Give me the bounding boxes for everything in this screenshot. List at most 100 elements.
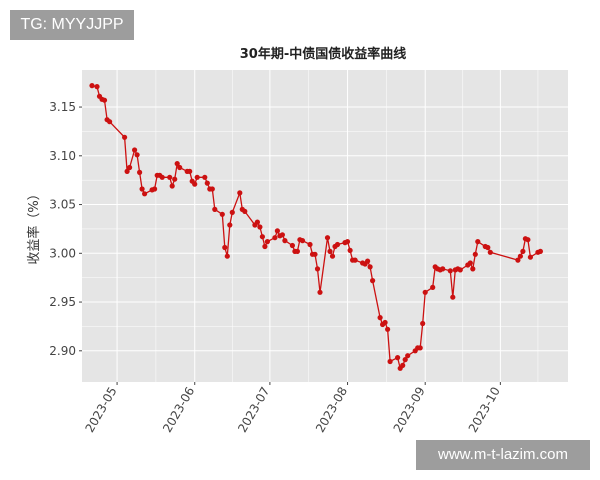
- data-point: [517, 253, 524, 259]
- data-point: [447, 268, 453, 274]
- data-point: [257, 224, 263, 230]
- data-point: [312, 251, 318, 257]
- data-point: [204, 180, 210, 186]
- x-tick-label: 2023-05: [82, 385, 119, 435]
- data-point: [347, 247, 353, 253]
- data-point: [485, 244, 491, 251]
- data-point: [159, 174, 165, 180]
- watermark: www.m-t-lazim.com: [416, 440, 590, 470]
- data-point: [344, 239, 351, 245]
- data-point: [122, 134, 128, 140]
- data-point: [387, 358, 393, 365]
- y-tick-label: 3.10: [49, 149, 76, 163]
- x-tick-label: 2023-08: [313, 385, 350, 435]
- data-point: [279, 232, 285, 238]
- y-tick-label: 2.90: [49, 344, 76, 358]
- data-point: [417, 345, 423, 351]
- data-point: [377, 315, 383, 321]
- data-point: [525, 237, 531, 243]
- data-point: [222, 244, 228, 251]
- data-point: [329, 253, 336, 259]
- data-point: [142, 191, 148, 197]
- data-point: [282, 238, 288, 244]
- x-tick-label: 2023-10: [466, 385, 503, 435]
- data-point: [367, 264, 373, 270]
- data-point: [327, 248, 333, 254]
- data-point: [457, 267, 463, 273]
- x-tick-label: 2023-07: [235, 385, 272, 435]
- data-point: [167, 174, 173, 180]
- data-point: [212, 206, 218, 212]
- data-point: [294, 248, 300, 254]
- data-point: [475, 239, 481, 245]
- data-point: [272, 235, 278, 241]
- data-point: [324, 235, 331, 241]
- data-point: [274, 228, 280, 234]
- data-point: [537, 248, 544, 254]
- data-point: [289, 242, 295, 249]
- data-point: [152, 186, 158, 192]
- data-point: [172, 176, 178, 182]
- data-point: [487, 249, 493, 255]
- series-points: [89, 83, 544, 371]
- x-tick-label: 2023-09: [391, 385, 428, 435]
- data-point: [194, 174, 200, 180]
- data-point: [227, 222, 233, 228]
- data-point: [242, 208, 248, 214]
- data-point: [94, 84, 100, 90]
- data-point: [314, 266, 321, 272]
- data-point: [405, 353, 411, 359]
- data-point: [132, 147, 138, 153]
- data-point: [124, 168, 130, 174]
- data-point: [334, 241, 341, 248]
- data-point: [400, 362, 406, 368]
- y-tick-label: 2.95: [49, 295, 76, 309]
- data-point: [174, 161, 180, 167]
- data-point: [472, 251, 478, 257]
- x-axis-ticks: 2023-05 2023-06 2023-07 2023-08 2023-09 2023-…: [82, 382, 503, 435]
- data-point: [370, 278, 376, 284]
- data-point: [307, 241, 313, 248]
- data-point: [202, 174, 208, 180]
- data-point: [515, 257, 521, 263]
- data-point: [402, 357, 408, 363]
- y-tick-label: 3.05: [49, 198, 76, 212]
- chart-title: 30年期-中债国债收益率曲线: [240, 46, 407, 62]
- data-point: [420, 320, 426, 327]
- data-point: [224, 253, 230, 259]
- data-point: [107, 119, 113, 125]
- data-point: [219, 211, 225, 217]
- data-point: [382, 319, 388, 326]
- grid-lines: [82, 70, 568, 382]
- data-point: [299, 238, 306, 244]
- data-point: [365, 258, 371, 264]
- y-axis-label: 收益率（%）: [26, 187, 42, 264]
- data-point: [139, 186, 145, 192]
- data-point: [262, 243, 268, 250]
- data-point: [470, 266, 476, 272]
- data-point: [422, 289, 428, 295]
- data-point: [317, 289, 323, 295]
- data-point: [264, 239, 270, 245]
- x-tick-label: 2023-06: [160, 385, 197, 435]
- data-point: [259, 234, 265, 240]
- data-point: [385, 326, 391, 332]
- data-point: [254, 219, 260, 225]
- data-point: [209, 186, 215, 192]
- plot-panel: [82, 70, 568, 382]
- data-point: [89, 83, 95, 89]
- data-point: [101, 97, 108, 103]
- data-point: [177, 164, 183, 171]
- data-point: [440, 266, 446, 272]
- data-point: [467, 260, 473, 266]
- data-point: [450, 294, 456, 300]
- data-point: [187, 168, 193, 174]
- y-axis-ticks: 2.90 2.95 3.00 3.05 3.10 3.15: [49, 100, 82, 358]
- data-point: [229, 209, 235, 215]
- data-point: [127, 164, 133, 171]
- data-point: [527, 254, 534, 260]
- y-tick-label: 3.15: [49, 100, 76, 114]
- data-point: [395, 355, 401, 361]
- data-point: [137, 169, 143, 175]
- data-point: [520, 248, 526, 254]
